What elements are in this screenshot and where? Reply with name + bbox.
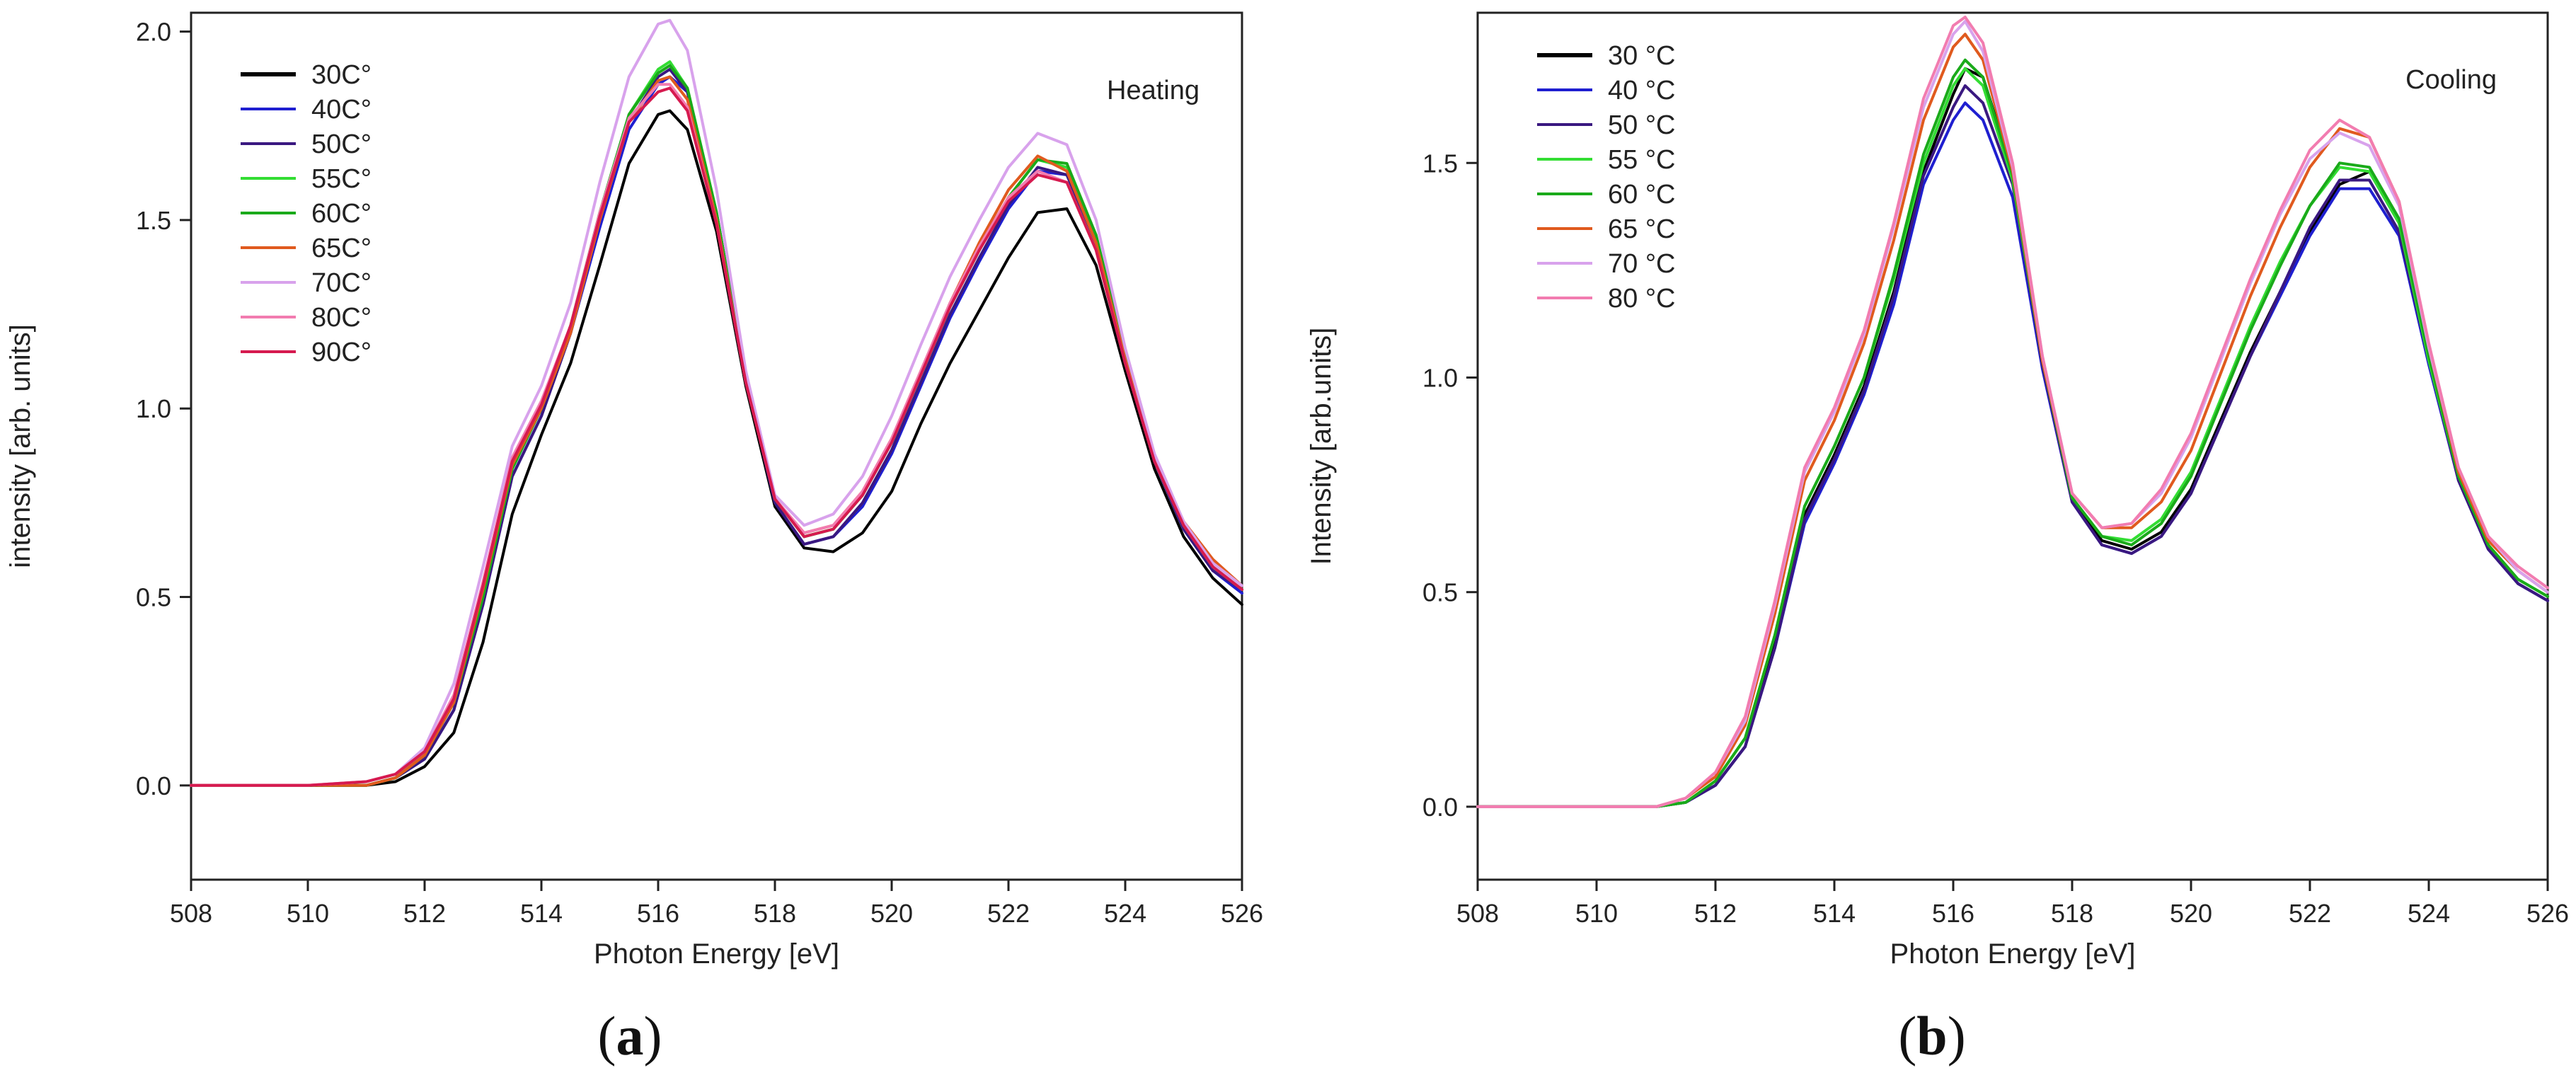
panel-b-x-tick-label: 514 [1813,899,1856,928]
panel-b-legend-label: 65 °C [1608,214,1675,244]
panel-a-x-tick-label: 526 [1221,899,1263,928]
panel-b-x-tick-label: 526 [2526,899,2569,928]
panel-a-legend-label: 65C° [311,234,372,263]
panel-b-x-tick-label: 516 [1932,899,1974,928]
panel-b-caption: (b) [1898,1005,1965,1067]
panel-a-y-axis-label: intensity [arb. units] [5,324,36,568]
panel-b-x-axis-label: Photon Energy [eV] [1890,938,2136,970]
panel-b-x-tick-label: 512 [1694,899,1737,928]
panel-b-y-tick-label: 0.0 [1422,793,1458,822]
panel-a-x-tick-label: 508 [170,899,212,928]
panel-a-heating: 508 510 512 514 516 518 520 522 524 526 0.0 0.5 1.0 1… [5,11,1263,1067]
panel-a-y-tick-label: 2.0 [136,18,171,47]
panel-b-legend-label: 80 °C [1608,284,1675,314]
panel-b-legend-label: 55 °C [1608,145,1675,175]
panel-a-x-tick-label: 510 [287,899,329,928]
panel-a-caption: (a) [598,1005,662,1067]
panel-a-x-tick-label: 512 [403,899,446,928]
panel-b-y-axis-label: Intensity [arb.units] [1306,328,1337,565]
panel-a-plot-frame [190,11,1243,881]
panel-b-caption-letter: b [1916,1005,1947,1067]
panel-a-x-tick-label: 520 [870,899,913,928]
panel-a-x-tick-label: 516 [637,899,679,928]
panel-a-legend-label: 70C° [311,268,372,298]
panel-b-legend-label: 60 °C [1608,180,1675,209]
panel-a-y-tick-label: 0.0 [136,771,171,800]
panel-a-x-tick-label: 522 [987,899,1030,928]
panel-b-plot-frame [1476,11,2549,881]
panel-b-x-tick-label: 510 [1575,899,1618,928]
panel-b-legend-label: 70 °C [1608,249,1675,279]
panel-b-cooling: 508 510 512 514 516 518 520 522 524 526 0.0 0.5 1.0 1… [1306,11,2569,1067]
panel-b-x-tick-label: 522 [2289,899,2331,928]
panel-a-x-tick-label: 524 [1104,899,1146,928]
panel-b-y-tick-label: 1.5 [1422,149,1458,178]
panel-a-x-tick-label: 518 [754,899,796,928]
panel-a-y-tick-label: 1.0 [136,394,171,423]
panel-a-legend-label: 55C° [311,164,372,194]
panel-a-legend-label: 90C° [311,338,372,367]
panel-a-legend-label: 80C° [311,303,372,333]
panel-b-legend-label: 50 °C [1608,110,1675,140]
panel-b-x-tick-label: 508 [1456,899,1499,928]
panel-a-x-axis-label: Photon Energy [eV] [594,938,839,970]
panel-a-legend-label: 50C° [311,130,372,159]
panel-a-x-tick-label: 514 [520,899,563,928]
panel-b-annotation: Cooling [2405,65,2497,95]
panel-a-legend-label: 40C° [311,95,372,125]
panel-a-caption-letter: a [616,1005,644,1067]
panel-a-legend-label: 60C° [311,199,372,229]
panel-a-legend-label: 30C° [311,60,372,90]
panel-a-series-line [190,86,1243,787]
panel-a-y-tick-label: 0.5 [136,583,171,612]
panel-a-y-tick-label: 1.5 [136,206,171,235]
panel-a-series-line [190,18,1243,787]
panel-b-series-line [1476,16,2549,808]
panel-b-y-tick-label: 0.5 [1422,578,1458,607]
panel-b-y-tick-label: 1.0 [1422,363,1458,392]
panel-b-legend-label: 30 °C [1608,41,1675,71]
panel-b-x-tick-label: 518 [2051,899,2093,928]
panel-b-x-tick-label: 524 [2408,899,2450,928]
panel-a-annotation: Heating [1107,76,1200,105]
panel-b-x-tick-label: 520 [2170,899,2212,928]
panel-b-legend-label: 40 °C [1608,76,1675,105]
